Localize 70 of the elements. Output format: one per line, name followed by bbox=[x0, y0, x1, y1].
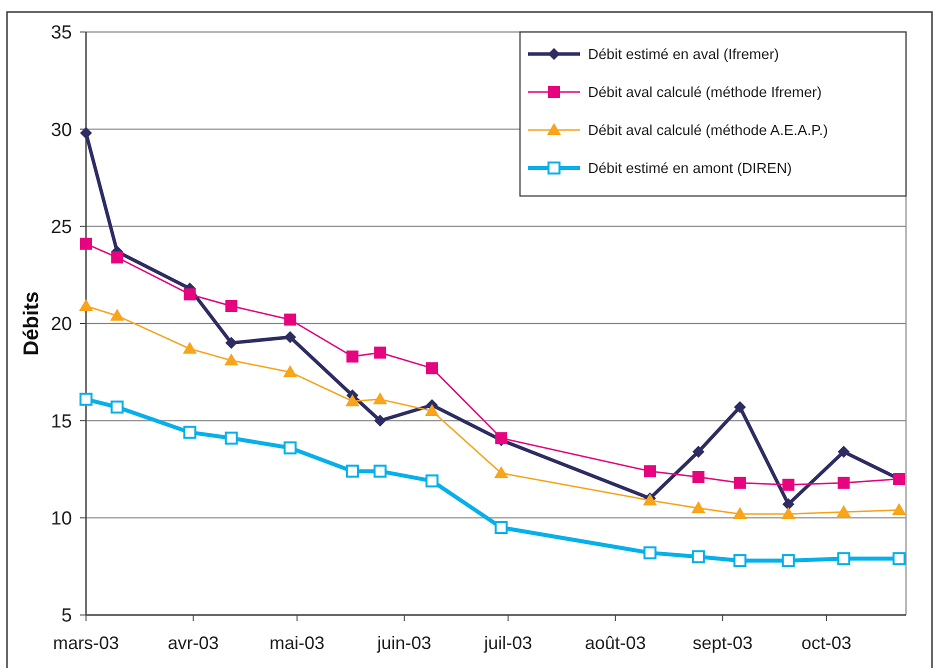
x-tick-label: août-03 bbox=[584, 633, 646, 653]
point bbox=[374, 464, 387, 478]
x-tick-label: oct-03 bbox=[801, 633, 852, 653]
point bbox=[781, 506, 796, 519]
point bbox=[837, 552, 850, 566]
point bbox=[284, 441, 297, 454]
point bbox=[80, 238, 92, 250]
x-tick-label: avr-03 bbox=[168, 633, 219, 653]
point bbox=[346, 464, 359, 478]
point bbox=[374, 346, 386, 359]
point bbox=[494, 466, 508, 478]
point bbox=[110, 400, 124, 414]
legend-label: Débit aval calculé (méthode Ifremer) bbox=[588, 85, 822, 102]
x-tick-label: mai-03 bbox=[270, 633, 325, 653]
point bbox=[80, 392, 92, 406]
point bbox=[691, 501, 706, 514]
point bbox=[892, 552, 906, 566]
y-tick-label: 10 bbox=[50, 508, 72, 530]
point bbox=[782, 498, 794, 510]
point bbox=[183, 426, 196, 439]
y-tick-label: 20 bbox=[50, 314, 72, 336]
point bbox=[284, 314, 296, 326]
legend-label: Débit estimé en aval (Ifremer) bbox=[588, 47, 779, 64]
legend-label: Débit aval calculé (méthode A.E.A.P.) bbox=[588, 123, 828, 140]
point bbox=[644, 465, 656, 478]
point bbox=[838, 476, 850, 489]
point bbox=[374, 414, 386, 427]
y-axis-title: Débits bbox=[20, 291, 43, 356]
legend-label: Débit estimé en amont (DIREN) bbox=[588, 161, 792, 178]
point bbox=[732, 506, 747, 519]
y-tick-label: 30 bbox=[50, 120, 72, 141]
point bbox=[346, 350, 358, 363]
point bbox=[110, 308, 124, 321]
x-tick-label: mars-03 bbox=[52, 633, 120, 653]
x-tick-label: juil-03 bbox=[483, 633, 532, 653]
y-tick-label: 5 bbox=[61, 606, 72, 627]
point bbox=[283, 365, 298, 378]
point bbox=[182, 342, 197, 354]
point bbox=[836, 505, 851, 518]
point bbox=[225, 300, 238, 312]
point bbox=[424, 404, 439, 416]
point bbox=[733, 554, 746, 568]
point bbox=[111, 251, 124, 264]
point bbox=[80, 127, 92, 140]
point bbox=[184, 288, 196, 300]
point bbox=[426, 362, 438, 374]
point bbox=[734, 476, 746, 489]
point bbox=[782, 478, 794, 491]
x-tick-label: juin-03 bbox=[376, 633, 432, 653]
point bbox=[425, 474, 438, 488]
point bbox=[692, 446, 704, 458]
point bbox=[782, 554, 795, 568]
point bbox=[345, 394, 360, 406]
point bbox=[838, 446, 850, 458]
point bbox=[692, 471, 704, 484]
y-tick-label: 15 bbox=[50, 411, 72, 432]
point bbox=[692, 550, 705, 564]
point bbox=[643, 546, 656, 560]
point bbox=[224, 353, 238, 366]
point bbox=[79, 299, 93, 312]
point bbox=[734, 401, 746, 414]
point bbox=[494, 521, 508, 534]
y-tick-label: 35 bbox=[50, 22, 72, 44]
point bbox=[224, 432, 238, 445]
y-tick-label: 25 bbox=[50, 216, 72, 238]
point bbox=[284, 331, 296, 344]
point bbox=[225, 336, 238, 349]
point bbox=[373, 392, 388, 404]
x-tick-label: sept-03 bbox=[692, 633, 753, 653]
point bbox=[892, 503, 906, 516]
